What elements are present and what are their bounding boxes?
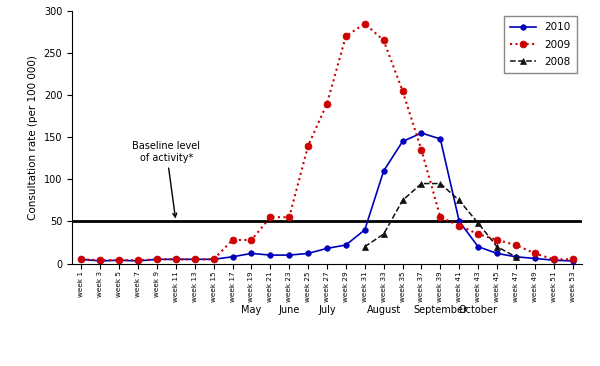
2010: [455, 219, 463, 224]
2010: [248, 251, 255, 255]
2010: [531, 256, 538, 261]
2010: [286, 253, 293, 257]
2010: [305, 251, 312, 255]
2010: [475, 244, 482, 249]
2009: [493, 238, 500, 242]
2010: [134, 259, 142, 263]
Line: 2009: 2009: [78, 20, 576, 264]
2010: [191, 257, 199, 261]
2010: [97, 259, 104, 263]
2009: [531, 251, 538, 255]
2009: [361, 22, 368, 26]
2010: [569, 259, 576, 263]
2008: [380, 232, 387, 236]
2009: [323, 101, 331, 106]
2009: [286, 215, 293, 220]
2010: [399, 139, 406, 143]
2008: [493, 244, 500, 249]
2009: [154, 257, 161, 261]
2009: [399, 89, 406, 93]
Text: May: May: [241, 305, 262, 315]
2008: [475, 221, 482, 225]
Text: Baseline level
of activity*: Baseline level of activity*: [133, 141, 200, 217]
2008: [437, 182, 444, 186]
2009: [172, 257, 179, 261]
Text: August: August: [367, 305, 401, 315]
2009: [475, 232, 482, 236]
2008: [512, 255, 520, 259]
2010: [550, 258, 557, 262]
2009: [134, 258, 142, 262]
Legend: 2010, 2009, 2008: 2010, 2009, 2008: [503, 16, 577, 73]
2008: [455, 198, 463, 203]
2009: [342, 34, 349, 38]
2009: [78, 257, 85, 261]
2009: [267, 215, 274, 220]
2010: [361, 228, 368, 232]
2010: [342, 243, 349, 247]
Text: September: September: [413, 305, 467, 315]
2009: [210, 257, 217, 261]
2009: [97, 258, 104, 262]
2009: [248, 238, 255, 242]
2010: [267, 253, 274, 257]
2009: [550, 257, 557, 261]
2010: [116, 258, 123, 262]
2009: [437, 215, 444, 220]
2010: [437, 137, 444, 141]
2010: [493, 251, 500, 255]
2008: [361, 244, 368, 249]
2010: [154, 257, 161, 261]
2009: [305, 143, 312, 148]
Text: June: June: [278, 305, 300, 315]
2010: [172, 257, 179, 261]
2010: [323, 246, 331, 251]
2010: [78, 257, 85, 261]
Line: 2008: 2008: [362, 180, 519, 260]
2009: [512, 243, 520, 247]
2009: [116, 258, 123, 262]
Line: 2010: 2010: [79, 130, 575, 264]
2009: [229, 238, 236, 242]
2009: [455, 223, 463, 228]
Text: October: October: [458, 305, 497, 315]
2010: [512, 255, 520, 259]
2010: [418, 131, 425, 135]
2008: [399, 198, 406, 203]
2009: [380, 38, 387, 43]
2010: [229, 255, 236, 259]
2010: [380, 169, 387, 173]
2010: [210, 257, 217, 261]
2009: [191, 257, 199, 261]
2009: [418, 147, 425, 152]
Y-axis label: Consultation rate (per 100 000): Consultation rate (per 100 000): [28, 55, 38, 220]
2009: [569, 257, 576, 261]
Text: July: July: [318, 305, 336, 315]
2008: [418, 182, 425, 186]
